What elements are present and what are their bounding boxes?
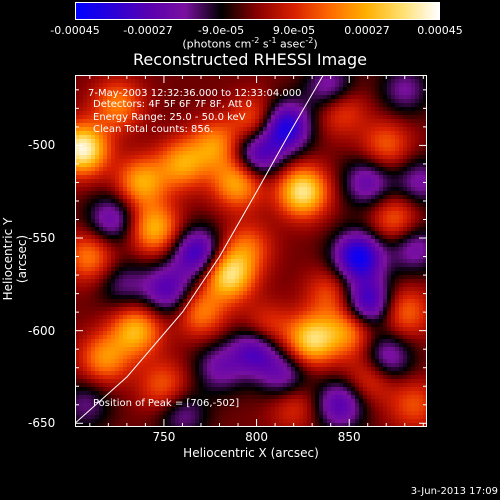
datestamp: 3-Jun-2013 17:09 (410, 486, 498, 497)
x-tick-label: 850 (337, 430, 361, 444)
solar-limb-line (75, 75, 324, 424)
colorbar-tick-label: -0.00045 (50, 24, 100, 37)
colorbar-units: (photons cm-2 s-1 asec-2) (182, 36, 318, 51)
peak-position-label: Position of Peak = [706,-502] (93, 398, 240, 409)
x-tick-label: 800 (245, 430, 268, 444)
colorbar-tick-label: 0.00027 (344, 24, 390, 37)
x-tick-label: 750 (152, 430, 176, 444)
y-axis-label: Heliocentric Y (arcsec) (1, 217, 29, 301)
chart-title: Reconstructed RHESSI Image (133, 50, 367, 69)
annotation-energy-range: Energy Range: 25.0 - 50.0 keV (93, 112, 246, 123)
colorbar-tick-label: 9.0e-05 (272, 24, 316, 37)
annotation-detectors: Detectors: 4F 5F 6F 7F 8F, Att 0 (93, 99, 253, 110)
x-axis-label: Heliocentric X (arcsec) (183, 446, 319, 460)
annotation-total-counts: Clean Total counts: 856. (93, 124, 214, 135)
plot-area (75, 75, 427, 427)
y-tick-label: -650 (28, 416, 56, 431)
annotation-time-range: 7-May-2003 12:32:36.000 to 12:33:04.000 (88, 88, 302, 99)
y-tick-label: -600 (28, 323, 56, 338)
y-tick-label: -550 (28, 231, 56, 246)
colorbar-tick-label: 0.00045 (417, 24, 463, 37)
colorbar-tick-label: -0.00027 (123, 24, 173, 37)
y-tick-label: -500 (28, 138, 56, 153)
plot-frame (75, 75, 427, 427)
colorbar (75, 2, 440, 20)
axis-ticks (75, 75, 427, 427)
colorbar-tick-label: -9.0e-05 (197, 24, 245, 37)
